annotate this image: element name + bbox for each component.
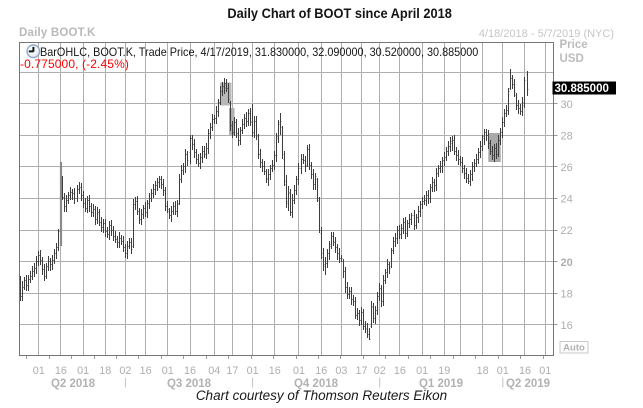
svg-text:16: 16	[269, 365, 281, 377]
svg-text:28: 28	[561, 130, 573, 142]
svg-text:Q1 2019: Q1 2019	[419, 378, 463, 390]
svg-text:30.885000: 30.885000	[555, 83, 609, 95]
svg-text:18: 18	[477, 365, 489, 377]
svg-text:01: 01	[247, 365, 259, 377]
svg-text:16: 16	[184, 365, 196, 377]
svg-text:19: 19	[438, 365, 450, 377]
svg-text:24: 24	[561, 194, 573, 206]
svg-text:Q2 2019: Q2 2019	[506, 378, 550, 390]
svg-text:01: 01	[33, 365, 45, 377]
svg-text:30: 30	[561, 99, 573, 111]
svg-text:16: 16	[519, 365, 531, 377]
svg-text:03: 03	[335, 365, 347, 377]
svg-text:01: 01	[539, 365, 551, 377]
svg-text:Q4 2018: Q4 2018	[294, 378, 339, 390]
svg-text:01: 01	[497, 365, 509, 377]
svg-text:01: 01	[77, 365, 89, 377]
svg-text:18: 18	[561, 288, 573, 300]
svg-text:01: 01	[416, 365, 428, 377]
svg-text:16: 16	[315, 365, 327, 377]
svg-text:16: 16	[561, 320, 573, 332]
svg-text:02: 02	[374, 365, 386, 377]
svg-text:17: 17	[355, 365, 367, 377]
svg-text:01: 01	[162, 365, 174, 377]
svg-text:20: 20	[561, 257, 573, 269]
svg-text:04: 04	[208, 365, 220, 377]
svg-text:17: 17	[226, 365, 238, 377]
svg-text:22: 22	[561, 225, 573, 237]
svg-text:18: 18	[99, 365, 111, 377]
svg-text:Auto: Auto	[563, 343, 585, 354]
svg-text:16: 16	[140, 365, 152, 377]
svg-text:16: 16	[55, 365, 67, 377]
svg-text:16: 16	[394, 365, 406, 377]
svg-text:02: 02	[119, 365, 131, 377]
svg-text:Q2 2018: Q2 2018	[51, 378, 96, 390]
svg-text:Q3 2018: Q3 2018	[167, 378, 212, 390]
svg-text:26: 26	[561, 162, 573, 174]
svg-text:01: 01	[293, 365, 305, 377]
